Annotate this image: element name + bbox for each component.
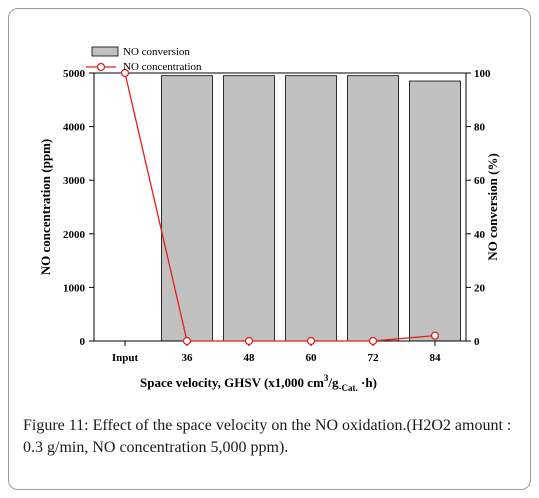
legend-marker-no-concentration <box>96 62 106 72</box>
bar-60 <box>285 75 337 342</box>
caption-label: Figure 11: <box>23 417 89 434</box>
legend-swatch-no-conversion <box>91 46 119 57</box>
y-left-tick-label: 4000 <box>63 122 86 134</box>
line-no-concentration <box>124 72 436 342</box>
figure-caption: Figure 11: Effect of the space velocity … <box>23 415 523 459</box>
x-axis-label-main: Space velocity, GHSV (x1,000 cm <box>140 375 324 390</box>
point-60 <box>306 336 316 346</box>
x-tick-label-48: 48 <box>244 352 256 364</box>
bar-36 <box>161 75 213 342</box>
y-axis-right-label: NO conversion (%) <box>485 153 500 261</box>
x-axis-label-sub: -Cat. <box>339 383 358 393</box>
point-84 <box>430 331 440 340</box>
bar-series-no-conversion <box>161 75 461 342</box>
bar-72 <box>347 75 399 342</box>
x-axis-label: Space velocity, GHSV (x1,000 cm3/g-Cat. … <box>140 373 377 393</box>
point-36 <box>182 336 192 346</box>
legend: NO conversion NO concentration <box>86 46 202 73</box>
x-axis-label-tail: ·h) <box>358 375 377 390</box>
y-right-tick-label: 0 <box>474 336 480 348</box>
x-tick-label-84: 84 <box>430 352 442 364</box>
y-right-tick-label: 40 <box>474 229 486 241</box>
point-Input <box>120 68 130 78</box>
y-left-tick-label: 3000 <box>63 175 86 187</box>
x-tick-label-36: 36 <box>182 352 194 364</box>
caption-text: Effect of the space velocity on the NO o… <box>23 417 512 456</box>
x-tick-label-Input: Input <box>112 352 139 364</box>
y-right-tick-label: 100 <box>474 68 491 80</box>
legend-label-no-conversion: NO conversion <box>123 46 190 58</box>
y-right-tick-label: 20 <box>474 282 486 294</box>
y-right-tick-label: 60 <box>474 175 486 187</box>
bar-48 <box>223 75 275 342</box>
x-tick-label-72: 72 <box>368 352 380 364</box>
x-axis-label-sup: 3 <box>324 373 329 383</box>
y-left-tick-label: 5000 <box>63 68 86 80</box>
point-72 <box>368 336 378 346</box>
point-48 <box>244 336 254 346</box>
x-tick-label-60: 60 <box>306 352 318 364</box>
legend-label-no-concentration: NO concentration <box>123 61 202 73</box>
bar-84 <box>409 80 461 342</box>
x-axis-label-mid: /g <box>327 375 339 390</box>
y-left-tick-label: 1000 <box>63 282 86 294</box>
y-axis-left-label: NO concentration (ppm) <box>38 139 53 276</box>
y-right-tick-label: 80 <box>474 122 486 134</box>
line-series-no-concentration <box>120 68 440 346</box>
y-left-tick-label: 2000 <box>63 229 86 241</box>
y-left-tick-label: 0 <box>80 336 86 348</box>
